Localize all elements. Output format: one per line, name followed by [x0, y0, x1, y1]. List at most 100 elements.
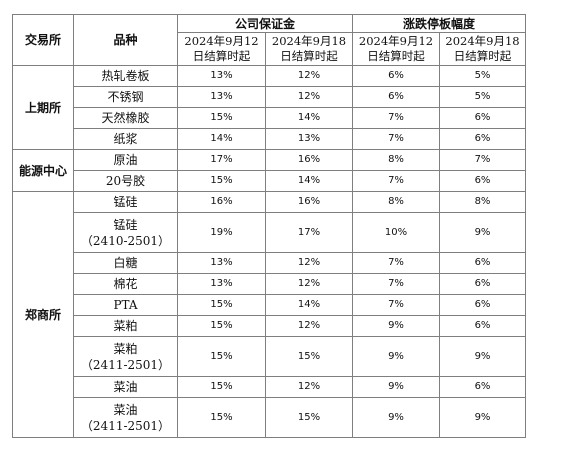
margin-0912-cell: 16%: [177, 191, 266, 213]
margin-0912-cell: 19%: [177, 212, 266, 253]
margin-0912-cell: 15%: [177, 336, 266, 377]
product-cell: 棉花: [73, 273, 178, 295]
margin-0918-cell: 14%: [265, 170, 353, 192]
date-line: 日结算时起: [280, 49, 338, 63]
product-cell: 不锈钢: [73, 86, 178, 108]
limit-0912-cell: 9%: [352, 376, 440, 398]
product-cell: 原油: [73, 149, 178, 171]
product-name-line: 原油: [113, 153, 138, 167]
limit-0918-cell: 6%: [439, 170, 526, 192]
date-line: 2024年9月12: [184, 34, 259, 48]
product-cell: 天然橡胶: [73, 107, 178, 129]
margin-0912-cell: 15%: [177, 397, 266, 438]
date-line: 2024年9月12: [358, 34, 434, 48]
limit-0918-cell: 6%: [439, 294, 526, 316]
table-row: 锰硅 （2410-2501） 19% 17% 10% 9%: [13, 212, 526, 253]
date-line: 2024年9月18: [271, 34, 347, 48]
date-line: 2024年9月18: [445, 34, 520, 48]
date-line: 日结算时起: [367, 49, 425, 63]
limit-0918-cell: 5%: [439, 65, 526, 87]
product-cell: 白糖: [73, 252, 178, 274]
margin-0918-cell: 13%: [265, 128, 353, 150]
product-cell: PTA: [73, 294, 178, 316]
margin-0918-cell: 12%: [265, 376, 353, 398]
limit-0912-cell: 9%: [352, 336, 440, 377]
margin-date-header-sep18: 2024年9月18 日结算时起: [265, 32, 353, 66]
limit-0912-cell: 9%: [352, 397, 440, 438]
product-name-line: 天然橡胶: [101, 111, 150, 125]
margin-0912-cell: 13%: [177, 273, 266, 295]
product-name-line: 棉花: [113, 277, 138, 291]
limit-0912-cell: 7%: [352, 107, 440, 129]
margin-0918-cell: 15%: [265, 336, 353, 377]
product-cell: 纸浆: [73, 128, 178, 150]
margin-0918-cell: 12%: [265, 252, 353, 274]
margin-limit-table: 交易所 品种 公司保证金 涨跌停板幅度 2024年9月12 日结算时起 2024…: [12, 14, 526, 438]
margin-0912-cell: 15%: [177, 315, 266, 337]
limit-0912-cell: 7%: [352, 128, 440, 150]
product-cell: 锰硅: [73, 191, 178, 213]
margin-0912-cell: 15%: [177, 107, 266, 129]
limit-date-header-sep12: 2024年9月12 日结算时起: [352, 32, 440, 66]
margin-0918-cell: 16%: [265, 149, 353, 171]
product-name-line: 菜粕: [113, 341, 138, 356]
margin-0912-cell: 15%: [177, 170, 266, 192]
product-name-line: 锰硅: [113, 195, 138, 209]
product-name-line: 20号胶: [105, 174, 146, 188]
table-row: 菜油 （2411-2501） 15% 15% 9% 9%: [13, 397, 526, 438]
table-row: 能源中心 原油 17% 16% 8% 7%: [12, 149, 526, 192]
limit-0918-cell: 6%: [439, 273, 526, 295]
product-name-line: 菜油: [113, 380, 138, 394]
date-line: 日结算时起: [453, 49, 512, 63]
limit-0912-cell: 10%: [352, 212, 440, 253]
table-row: 郑商所 锰硅 16% 16% 8% 8%: [12, 191, 526, 438]
margin-0912-cell: 13%: [177, 252, 266, 274]
product-cell: 锰硅 （2410-2501）: [73, 212, 178, 253]
product-cell: 20号胶: [73, 170, 178, 192]
date-line: 日结算时起: [192, 49, 251, 63]
margin-group-header: 公司保证金: [177, 14, 353, 33]
table-row: 不锈钢 13% 12% 6% 5%: [13, 86, 526, 108]
header-row-1: 交易所 品种 公司保证金 涨跌停板幅度: [12, 14, 526, 66]
exchange-header: 交易所: [12, 14, 74, 66]
product-name-line: PTA: [113, 298, 138, 312]
exchange-cell: 郑商所: [12, 191, 74, 438]
product-name-line: 菜粕: [113, 319, 138, 333]
product-cell: 菜粕: [73, 315, 178, 337]
product-name-line: （2410-2501）: [80, 233, 171, 248]
exchange-cell: 能源中心: [12, 149, 74, 192]
margin-0918-cell: 14%: [265, 294, 353, 316]
product-name-line: 锰硅: [113, 217, 138, 232]
limit-0918-cell: 6%: [439, 252, 526, 274]
product-name-line: （2411-2501）: [80, 357, 171, 372]
limit-0918-cell: 6%: [439, 376, 526, 398]
product-name-line: 不锈钢: [107, 90, 144, 104]
limit-0912-cell: 7%: [352, 294, 440, 316]
limit-0912-cell: 9%: [352, 315, 440, 337]
product-cell: 菜粕 （2411-2501）: [73, 336, 178, 377]
limit-0912-cell: 6%: [352, 86, 440, 108]
product-cell: 热轧卷板: [73, 65, 178, 87]
product-header: 品种: [73, 14, 178, 66]
margin-0918-cell: 12%: [265, 65, 353, 87]
margin-0912-cell: 17%: [177, 149, 266, 171]
limit-0912-cell: 6%: [352, 65, 440, 87]
margin-0918-cell: 16%: [265, 191, 353, 213]
limit-0918-cell: 9%: [439, 397, 526, 438]
limit-0912-cell: 7%: [352, 252, 440, 274]
exchange-cell: 上期所: [12, 65, 74, 150]
limit-0918-cell: 8%: [439, 191, 526, 213]
limit-group-header: 涨跌停板幅度: [352, 14, 526, 33]
limit-0912-cell: 8%: [352, 191, 440, 213]
margin-0918-cell: 12%: [265, 86, 353, 108]
table-row: 棉花 13% 12% 7% 6%: [13, 273, 526, 295]
table-row: 白糖 13% 12% 7% 6%: [13, 252, 526, 274]
limit-0918-cell: 5%: [439, 86, 526, 108]
limit-0918-cell: 9%: [439, 212, 526, 253]
limit-0918-cell: 6%: [439, 128, 526, 150]
table-row: 菜油 15% 12% 9% 6%: [13, 376, 526, 398]
margin-0912-cell: 13%: [177, 65, 266, 87]
margin-0918-cell: 17%: [265, 212, 353, 253]
margin-0918-cell: 12%: [265, 273, 353, 295]
limit-0918-cell: 6%: [439, 315, 526, 337]
